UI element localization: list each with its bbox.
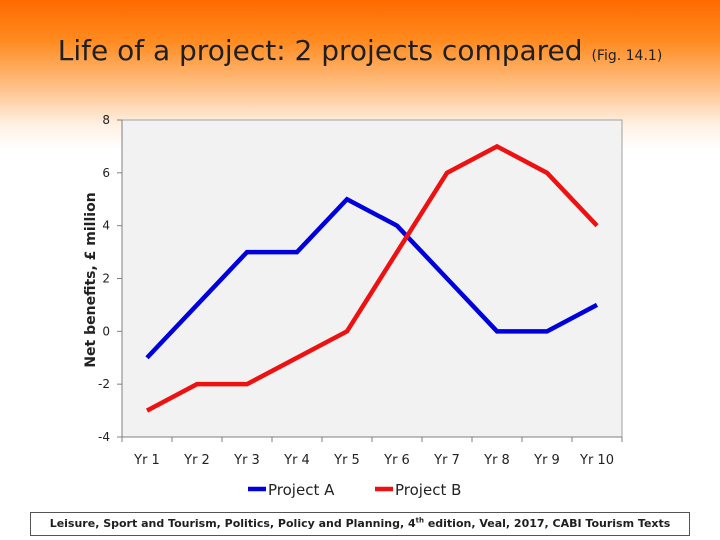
project-a-legend-label: Project A (268, 481, 335, 499)
x-tick-label: Yr 6 (383, 453, 410, 468)
footer-text-before: Leisure, Sport and Tourism, Politics, Po… (49, 517, 416, 530)
y-tick-label: 0 (102, 324, 110, 338)
y-tick-label: -4 (98, 430, 110, 444)
x-tick-label: Yr 4 (283, 453, 310, 468)
plot-area (121, 119, 623, 438)
series-lines (145, 143, 599, 413)
title-suffix: (Fig. 14.1) (591, 48, 663, 64)
x-tick-label: Yr 7 (433, 453, 460, 468)
citation-footer: Leisure, Sport and Tourism, Politics, Po… (30, 512, 690, 536)
x-tick-label: Yr 9 (533, 453, 560, 468)
footer-superscript: th (415, 516, 424, 525)
x-tick-label: Yr 10 (579, 453, 614, 468)
y-axis-label: Net benefits, £ million (83, 192, 99, 367)
y-tick-label: 8 (102, 113, 110, 127)
chart-title: Life of a project: 2 projects compared (… (0, 34, 720, 67)
y-tick-label: 2 (102, 272, 110, 286)
x-tick-label: Yr 1 (133, 453, 160, 468)
y-tick-label: 4 (102, 219, 110, 233)
y-tick-label: -2 (98, 377, 110, 391)
x-tick-label: Yr 3 (233, 453, 260, 468)
legend: Project A Project B (248, 481, 461, 499)
project-a-line (145, 196, 599, 360)
project-b-legend-label: Project B (395, 481, 461, 499)
x-tick-label: Yr 8 (483, 453, 510, 468)
footer-text-after: edition, Veal, 2017, CABI Tourism Texts (423, 517, 671, 530)
project-b-line (145, 143, 599, 413)
title-main: Life of a project: 2 projects compared (57, 34, 583, 67)
x-tick-label: Yr 5 (333, 453, 360, 468)
axes: -4 -2 0 2 4 6 8 Yr 1 Yr 2 Yr 3 Yr 4 Yr 5 Yr 6 Yr 7 Yr … (98, 113, 623, 468)
x-tick-label: Yr 2 (183, 453, 210, 468)
y-tick-label: 6 (102, 166, 110, 180)
